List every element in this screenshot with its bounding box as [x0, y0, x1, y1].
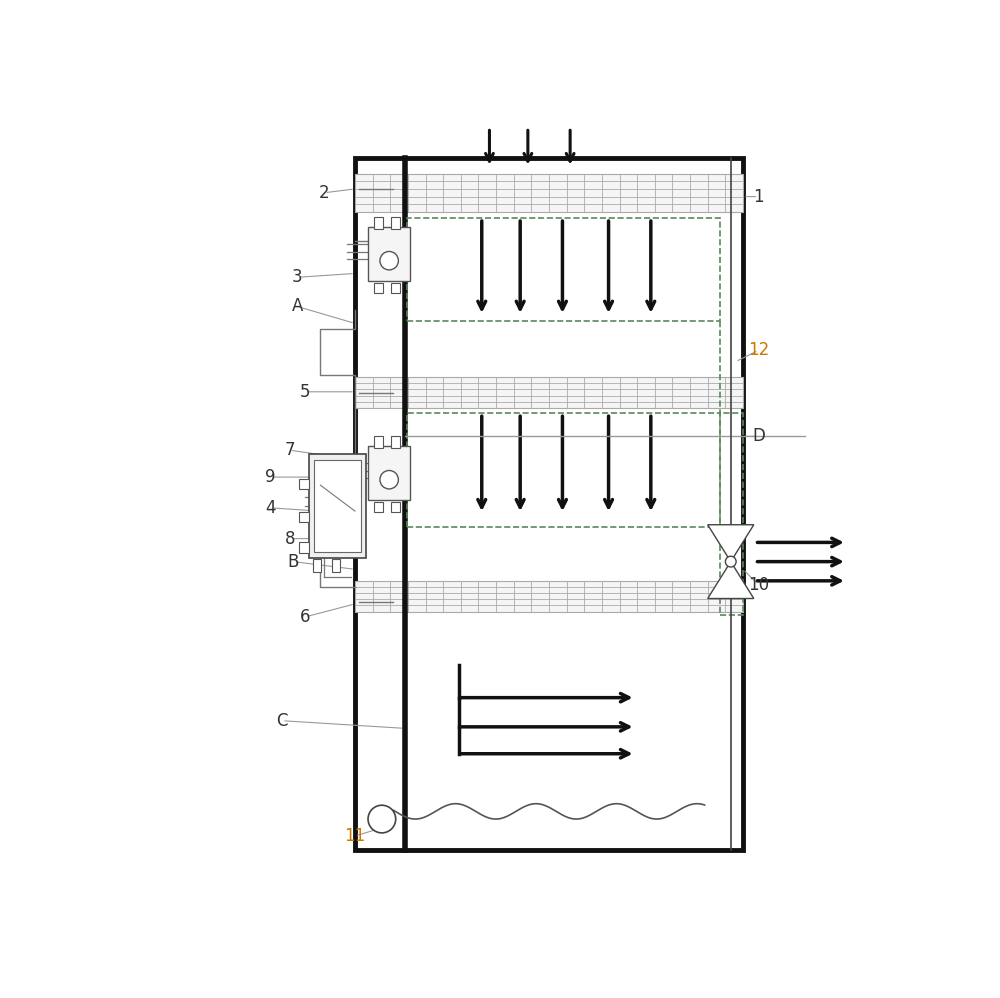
Bar — [391, 502, 400, 512]
Text: B: B — [288, 553, 299, 571]
Bar — [332, 559, 340, 572]
Bar — [720, 413, 743, 616]
Circle shape — [380, 251, 398, 269]
Bar — [391, 435, 400, 448]
Text: 3: 3 — [292, 268, 303, 286]
Text: 8: 8 — [284, 530, 295, 548]
Text: 2: 2 — [319, 184, 330, 202]
Text: 6: 6 — [300, 608, 310, 626]
Bar — [355, 174, 743, 212]
Bar — [355, 159, 743, 850]
Text: 5: 5 — [300, 383, 310, 401]
Text: 9: 9 — [265, 468, 276, 486]
Bar — [407, 219, 720, 321]
Bar — [299, 543, 309, 553]
Text: C: C — [276, 712, 288, 730]
Text: 4: 4 — [265, 499, 276, 517]
Bar — [299, 512, 309, 522]
Bar — [299, 479, 309, 489]
Bar — [355, 377, 743, 408]
Text: 10: 10 — [748, 576, 769, 594]
Bar — [391, 282, 400, 293]
Bar — [391, 217, 400, 229]
Circle shape — [725, 556, 736, 567]
Bar — [355, 581, 743, 612]
Text: 1: 1 — [753, 188, 764, 206]
Text: D: D — [752, 427, 765, 445]
Text: A: A — [292, 297, 303, 315]
Bar — [368, 228, 410, 281]
Bar — [374, 435, 383, 448]
Bar — [374, 217, 383, 229]
Bar — [368, 446, 410, 500]
Bar — [314, 460, 361, 552]
Bar — [374, 502, 383, 512]
Circle shape — [368, 805, 396, 833]
Text: 12: 12 — [748, 341, 769, 359]
Bar — [309, 454, 366, 558]
Bar — [407, 413, 720, 527]
Bar — [313, 559, 321, 572]
Circle shape — [380, 470, 398, 489]
Bar — [374, 282, 383, 293]
Polygon shape — [708, 525, 754, 562]
Polygon shape — [708, 562, 754, 599]
Text: 7: 7 — [284, 441, 295, 459]
Text: 11: 11 — [344, 827, 366, 845]
